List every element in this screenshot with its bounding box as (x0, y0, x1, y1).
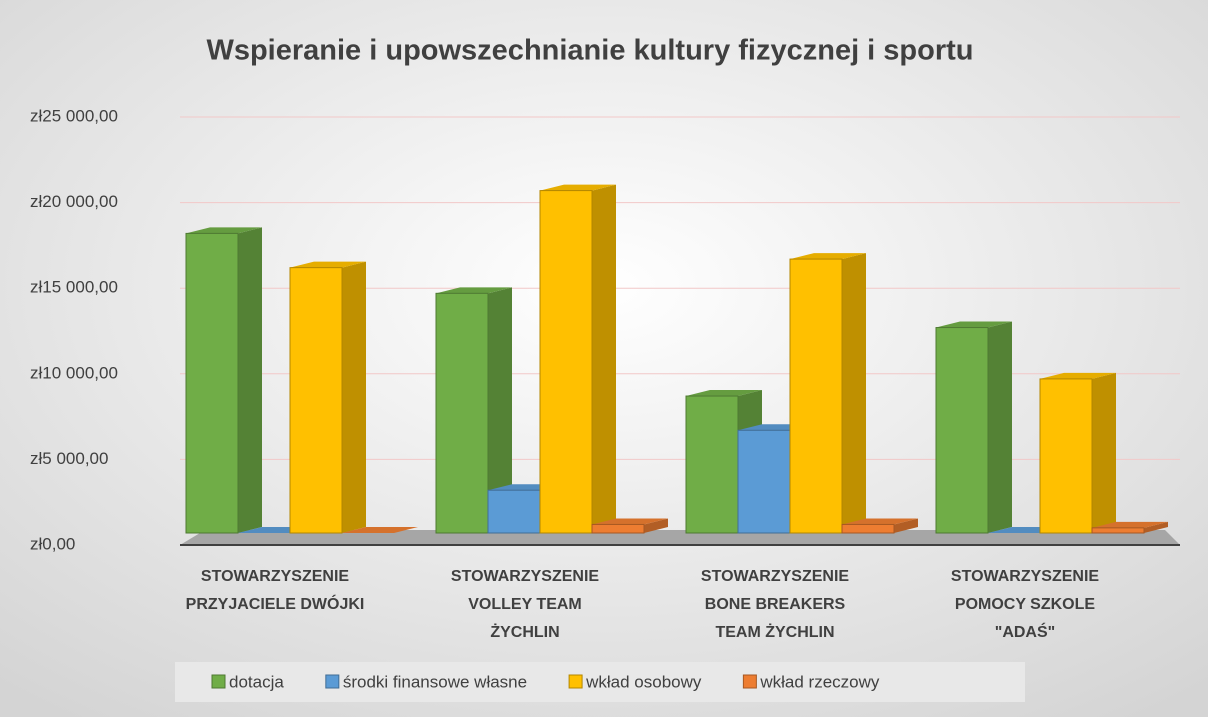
x-tick-label: STOWARZYSZENIE (451, 568, 599, 585)
bar-front (591, 523, 645, 534)
bar (1091, 521, 1168, 534)
bar-top (686, 390, 762, 397)
legend-label: dotacja (229, 672, 284, 691)
bar (789, 253, 866, 534)
x-tick-label: STOWARZYSZENIE (701, 568, 849, 585)
bar-front (685, 395, 739, 534)
bar-front (539, 190, 593, 534)
bar-side (592, 184, 616, 533)
x-tick-label: BONE BREAKERS (705, 596, 846, 613)
bar-top (436, 287, 512, 294)
bar (591, 518, 668, 534)
bar-top (1092, 521, 1168, 528)
chart-title: Wspieranie i upowszechnianie kultury fiz… (206, 35, 973, 67)
bar-top (936, 321, 1012, 328)
bar-top (790, 253, 866, 260)
legend-swatch (325, 674, 340, 689)
y-tick-label: zł20 000,00 (30, 192, 118, 211)
bar (935, 321, 1012, 534)
x-tick-label: STOWARZYSZENIE (951, 568, 1099, 585)
legend-swatch (742, 674, 757, 689)
bar (289, 261, 366, 534)
bar-top (1040, 372, 1116, 379)
bar-front (289, 267, 343, 534)
bar (539, 184, 616, 534)
bar (185, 227, 262, 534)
legend-label: wkład rzeczowy (759, 672, 880, 691)
legend-label: środki finansowe własne (343, 672, 527, 691)
bar-front (841, 523, 895, 534)
x-tick-label: ŻYCHLIN (490, 623, 559, 641)
bar-side (988, 321, 1012, 533)
y-tick-label: zł15 000,00 (30, 278, 118, 297)
floor (180, 530, 1180, 545)
bar-side (488, 287, 512, 533)
bar-front (487, 489, 541, 534)
bar-top (540, 184, 616, 191)
bar-top (842, 518, 918, 525)
legend-swatch (568, 674, 583, 689)
x-tick-label: TEAM ŻYCHLIN (715, 623, 834, 641)
bar-front (789, 258, 843, 534)
bar-side (644, 518, 668, 533)
legend-swatch (211, 674, 226, 689)
bar-front (935, 327, 989, 534)
bar (342, 527, 418, 533)
bar-side (842, 253, 866, 533)
legend-box (175, 662, 1025, 702)
x-tick-label: "ADAŚ" (995, 622, 1056, 641)
bar-side (342, 261, 366, 533)
bar-top (290, 261, 366, 268)
x-tick-label: VOLLEY TEAM (468, 596, 582, 613)
bar-front (185, 232, 239, 534)
bar-side (1144, 521, 1168, 533)
bar (1039, 372, 1116, 534)
bar-side (1092, 372, 1116, 533)
x-tick-label: PRZYJACIELE DWÓJKI (186, 594, 365, 613)
bar (435, 287, 512, 534)
bar-top (186, 227, 262, 234)
legend-label: wkład osobowy (585, 672, 702, 691)
x-tick-label: POMOCY SZKOLE (955, 596, 1095, 613)
x-tick-label: STOWARZYSZENIE (201, 568, 349, 585)
bar-front (1091, 527, 1145, 534)
bar (841, 518, 918, 534)
y-tick-label: zł25 000,00 (30, 106, 118, 125)
bar-side (894, 518, 918, 533)
bar-top (592, 518, 668, 525)
bar-front (737, 429, 791, 534)
bar-side (238, 227, 262, 533)
y-tick-label: zł5 000,00 (30, 449, 108, 468)
y-tick-label: zł10 000,00 (30, 363, 118, 382)
bar-front (1039, 378, 1093, 534)
bar-top (342, 527, 418, 533)
y-tick-label: zł0,00 (30, 534, 75, 553)
bar-front (435, 292, 489, 534)
